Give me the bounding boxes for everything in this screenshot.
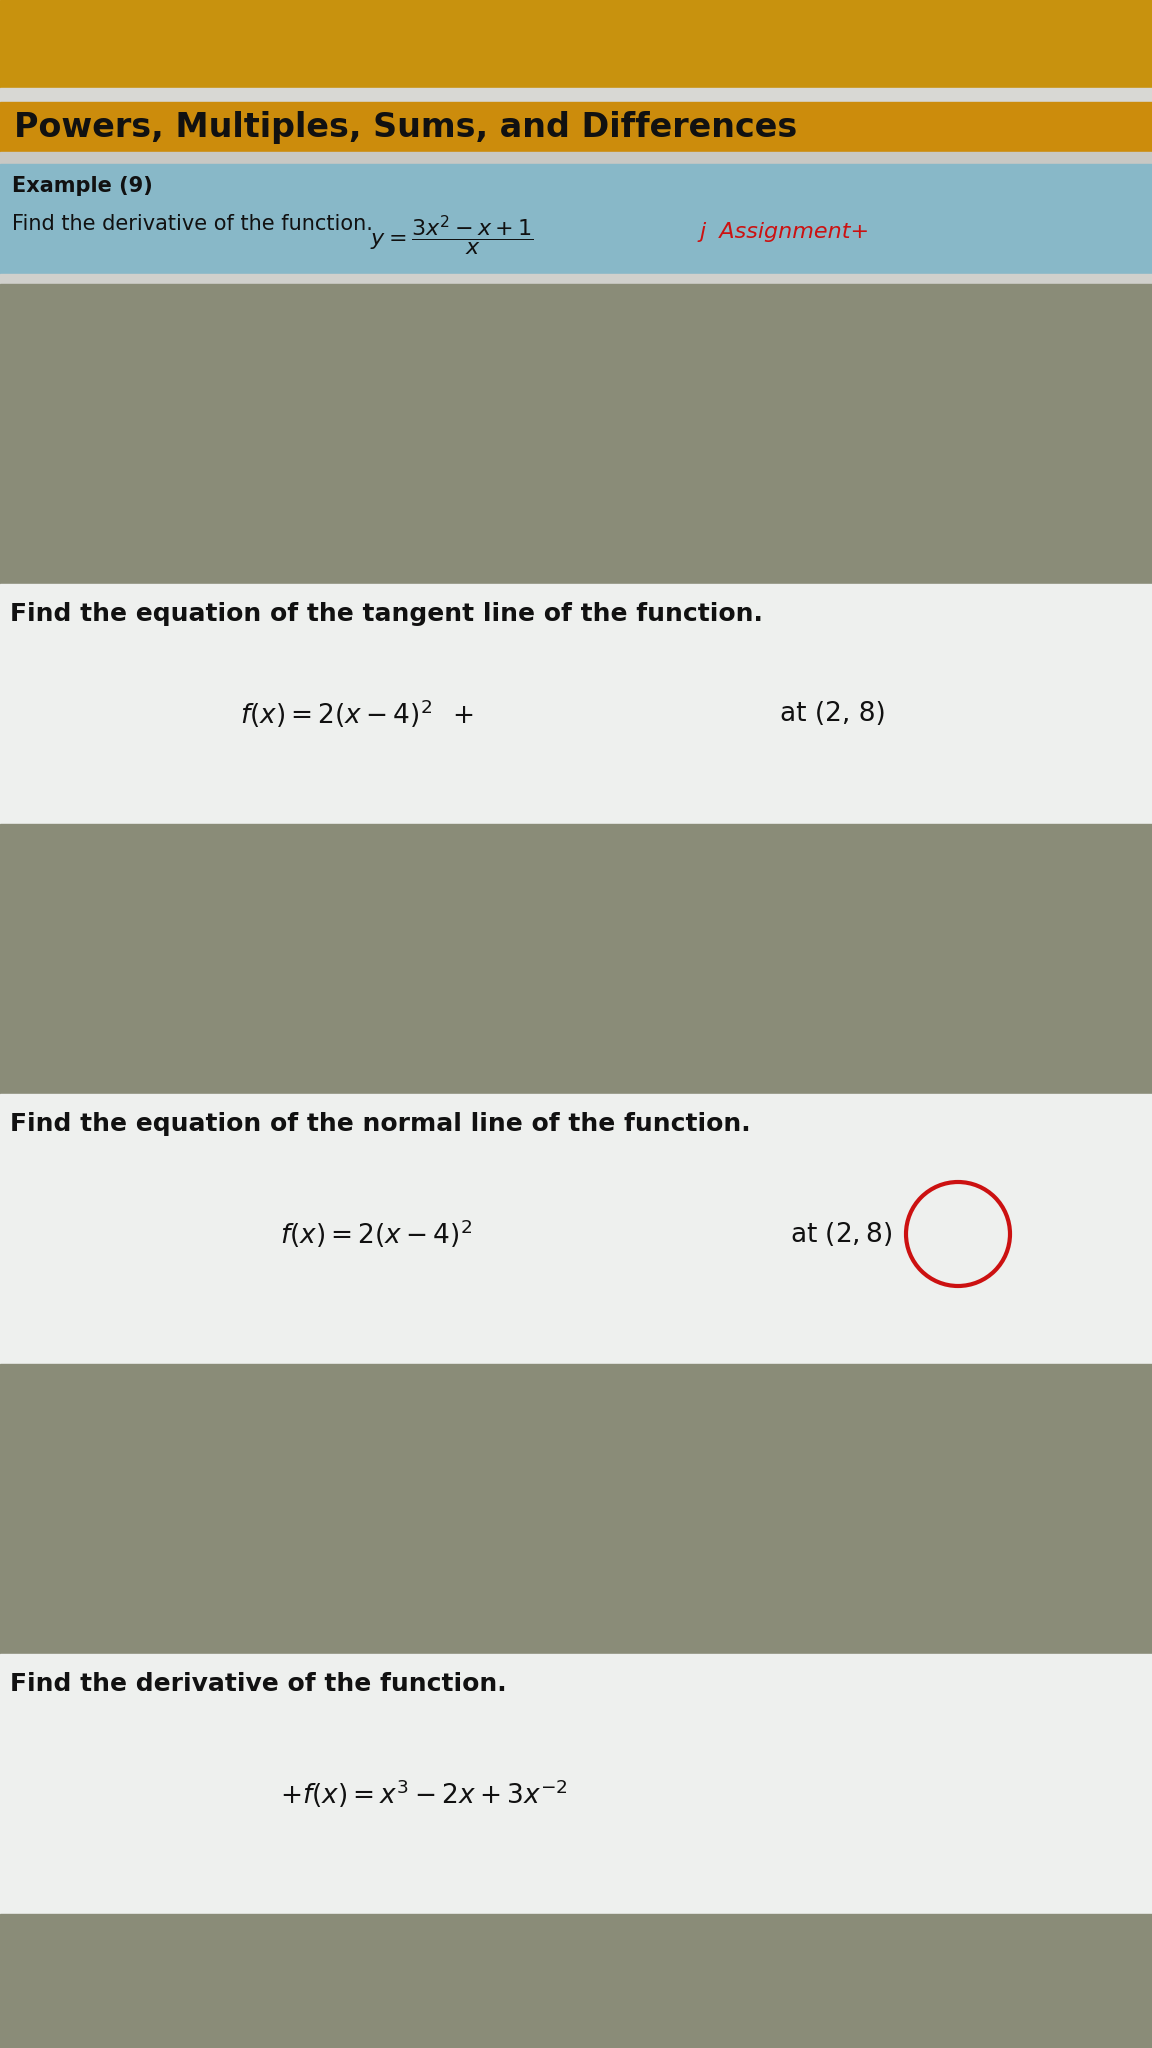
Text: Powers, Multiples, Sums, and Differences: Powers, Multiples, Sums, and Differences — [14, 111, 797, 143]
Text: Find the derivative of the function.: Find the derivative of the function. — [10, 1671, 507, 1696]
Bar — [0, 1364, 1152, 1655]
Text: Find the equation of the normal line of the function.: Find the equation of the normal line of … — [10, 1112, 751, 1137]
Bar — [0, 584, 1152, 823]
Bar — [0, 0, 1152, 88]
Text: $+f(x) = x^3 - 2x + 3x^{-2}$: $+f(x) = x^3 - 2x + 3x^{-2}$ — [280, 1778, 568, 1810]
Text: $f(x) = 2(x - 4)^2 \;\; +$: $f(x) = 2(x - 4)^2 \;\; +$ — [240, 698, 473, 731]
Bar — [0, 274, 1152, 285]
Text: at $(2, 8)$: at $(2, 8)$ — [790, 1221, 893, 1247]
Bar — [0, 1915, 1152, 2048]
Bar — [0, 164, 1152, 274]
Bar — [0, 102, 1152, 152]
Text: $f(x) = 2(x - 4)^2$: $f(x) = 2(x - 4)^2$ — [280, 1219, 472, 1249]
Text: $y = \dfrac{3x^2 - x + 1}{x}$: $y = \dfrac{3x^2 - x + 1}{x}$ — [370, 213, 533, 258]
Text: j  Assignment+: j Assignment+ — [700, 221, 870, 242]
Bar — [0, 1094, 1152, 1364]
Bar — [0, 152, 1152, 164]
Text: Find the derivative of the function.: Find the derivative of the function. — [12, 213, 373, 233]
Bar — [0, 823, 1152, 1094]
Bar — [0, 1655, 1152, 1915]
Text: Find the equation of the tangent line of the function.: Find the equation of the tangent line of… — [10, 602, 763, 627]
Bar — [0, 285, 1152, 584]
Text: at (2, 8): at (2, 8) — [780, 700, 886, 727]
Text: Example (9): Example (9) — [12, 176, 153, 197]
Bar — [0, 88, 1152, 102]
